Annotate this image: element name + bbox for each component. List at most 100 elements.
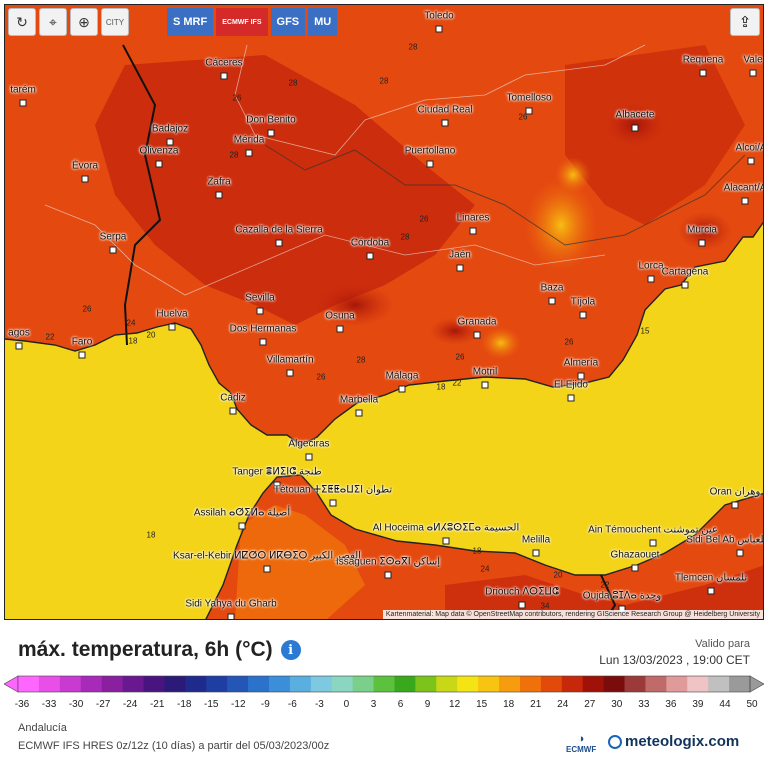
city-marker[interactable]	[305, 453, 313, 461]
city-marker[interactable]	[579, 311, 587, 319]
city-marker[interactable]	[442, 537, 450, 545]
city-label[interactable]: Mérida	[233, 134, 265, 146]
city-marker[interactable]	[699, 69, 707, 77]
city-marker[interactable]	[227, 613, 235, 619]
city-label[interactable]: Vale	[743, 54, 763, 66]
city-marker[interactable]	[707, 587, 715, 595]
city-label[interactable]: Tlemcen تلمسان	[674, 572, 748, 584]
city-label[interactable]: Algeciras	[288, 438, 330, 450]
city-label[interactable]: Cartagena	[661, 266, 709, 278]
city-marker[interactable]	[441, 119, 449, 127]
city-marker[interactable]	[456, 264, 464, 272]
city-label[interactable]: Ain Témouchent عين تموشنت	[588, 524, 718, 536]
city-label[interactable]: Albacete	[615, 109, 655, 121]
city-label[interactable]: Cáceres	[205, 57, 243, 69]
model-button-mu[interactable]: MU	[308, 8, 338, 36]
city-label[interactable]: Marbella	[339, 394, 379, 406]
city-marker[interactable]	[329, 499, 337, 507]
city-label[interactable]: Dos Hermanas	[229, 323, 297, 335]
city-marker[interactable]	[747, 157, 755, 165]
city-marker[interactable]	[741, 197, 749, 205]
city-label[interactable]: Serpa	[99, 231, 127, 243]
city-marker[interactable]	[518, 601, 526, 609]
city-label[interactable]: El Ejido	[554, 379, 588, 391]
city-marker[interactable]	[698, 239, 706, 247]
refresh-icon[interactable]: ↻	[8, 8, 36, 36]
zoom-icon[interactable]: ⊕	[70, 8, 98, 36]
city-label[interactable]: Cádiz	[220, 392, 246, 404]
city-marker[interactable]	[273, 481, 281, 489]
city-label[interactable]: Murcia	[686, 224, 718, 236]
city-label[interactable]: Al Hoceima ⴰⵍⵃⵓⵙⵉⵎⴰ الحسيمة	[372, 522, 520, 534]
city-label[interactable]: Almería	[563, 357, 599, 369]
city-label[interactable]: Osuna	[325, 310, 355, 322]
city-label[interactable]: Badajoz	[151, 123, 189, 135]
city-label[interactable]: Lorca	[638, 260, 664, 272]
city-label[interactable]: Driouch ⴷⵔⵉⵡⵛ	[485, 586, 559, 598]
city-label[interactable]: Tanger ⴻⵍⵉⵏⵛ طنجة	[232, 466, 322, 478]
city-label[interactable]: Issaguen ⵉⵙⴰⴳⵏ إساكن	[335, 556, 441, 568]
city-marker[interactable]	[577, 372, 585, 380]
city-marker[interactable]	[525, 107, 533, 115]
city-marker[interactable]	[155, 160, 163, 168]
city-marker[interactable]	[267, 129, 275, 137]
city-label[interactable]: Tétouan ⵜⵉⵟⵟⴰⵡⵉⵏ تطوان	[273, 484, 393, 496]
city-label[interactable]: Puertollano	[404, 145, 456, 157]
city-marker[interactable]	[469, 227, 477, 235]
city-marker[interactable]	[681, 281, 689, 289]
city-label[interactable]: agos	[8, 327, 30, 339]
city-label[interactable]: Ghazaouet	[610, 549, 660, 561]
city-label[interactable]: Don Benito	[246, 114, 296, 126]
city-marker[interactable]	[229, 407, 237, 415]
city-label[interactable]: Alcoi/A	[735, 142, 764, 154]
city-marker[interactable]	[736, 549, 744, 557]
city-marker[interactable]	[238, 522, 246, 530]
city-label[interactable]: Baza	[540, 282, 564, 294]
city-label[interactable]: Granada	[457, 316, 497, 328]
city-marker[interactable]	[532, 549, 540, 557]
city-marker[interactable]	[398, 385, 406, 393]
city-marker[interactable]	[259, 338, 267, 346]
city-label[interactable]: Cazalla de la Sierra	[235, 224, 323, 236]
city-marker[interactable]	[649, 539, 657, 547]
city-label[interactable]: Jaén	[449, 249, 471, 261]
city-label[interactable]: Ciudad Real	[417, 104, 473, 116]
city-marker[interactable]	[647, 275, 655, 283]
city-marker[interactable]	[631, 564, 639, 572]
city-label[interactable]: Motril	[472, 366, 498, 378]
city-label[interactable]: Villamartín	[266, 354, 314, 366]
city-label[interactable]: Tomelloso	[506, 92, 552, 104]
city-label[interactable]: Málaga	[385, 370, 419, 382]
city-marker[interactable]	[109, 246, 117, 254]
city-marker[interactable]	[263, 565, 271, 573]
map-attribution[interactable]: Kartenmaterial: Map data © OpenStreetMap…	[382, 610, 763, 619]
info-icon[interactable]: i	[280, 640, 301, 660]
city-marker[interactable]	[384, 571, 392, 579]
city-label[interactable]: Córdoba	[350, 237, 390, 249]
city-label[interactable]: Tíjola	[570, 296, 596, 308]
city-marker[interactable]	[731, 501, 739, 509]
city-marker[interactable]	[78, 351, 86, 359]
city-label[interactable]: Oran وهران	[709, 486, 761, 498]
city-label[interactable]: tarém	[10, 84, 36, 96]
city-label[interactable]: Faro	[71, 336, 93, 348]
city-label[interactable]: Linares	[456, 212, 490, 224]
city-marker[interactable]	[749, 69, 757, 77]
city-marker[interactable]	[426, 160, 434, 168]
city-marker[interactable]	[275, 239, 283, 247]
city-toggle-icon[interactable]: CITY	[101, 8, 129, 36]
city-label[interactable]: Ksar-el-Kebir ⵍⵇⵚⵔ ⵍⴽⴱⵉⵔ القصر الكبير	[173, 550, 361, 562]
city-label[interactable]: Olivenza	[139, 145, 179, 157]
city-label[interactable]: Sidi Yahya du Gharb	[185, 598, 277, 610]
city-label[interactable]: Zafra	[207, 176, 231, 188]
city-label[interactable]: Toledo	[424, 10, 454, 22]
city-marker[interactable]	[336, 325, 344, 333]
city-marker[interactable]	[220, 72, 228, 80]
city-label[interactable]: Sevilla	[245, 292, 275, 304]
city-label[interactable]: Assilah ⴰⵚⵉⵍⴰ أصيلة	[193, 507, 291, 519]
city-marker[interactable]	[245, 149, 253, 157]
location-pin-icon[interactable]: ⌖	[39, 8, 67, 36]
city-label[interactable]: Melilla	[521, 534, 551, 546]
city-label[interactable]: Évora	[71, 160, 99, 172]
city-label[interactable]: Huelva	[156, 308, 188, 320]
